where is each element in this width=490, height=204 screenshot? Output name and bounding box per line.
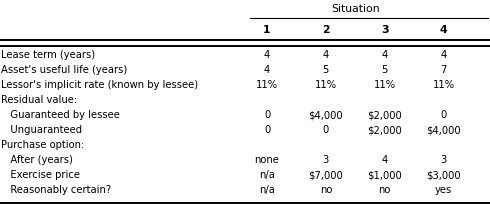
Text: 0: 0 bbox=[264, 110, 270, 120]
Text: 4: 4 bbox=[440, 25, 447, 34]
Text: 4: 4 bbox=[382, 50, 388, 60]
Text: 2: 2 bbox=[322, 25, 330, 34]
Text: $4,000: $4,000 bbox=[426, 125, 461, 134]
Text: Lease term (years): Lease term (years) bbox=[1, 50, 95, 60]
Text: Reasonably certain?: Reasonably certain? bbox=[1, 184, 111, 194]
Text: 4: 4 bbox=[264, 50, 270, 60]
Text: $3,000: $3,000 bbox=[426, 169, 461, 179]
Text: 4: 4 bbox=[382, 154, 388, 164]
Text: 11%: 11% bbox=[256, 80, 278, 90]
Text: n/a: n/a bbox=[259, 169, 275, 179]
Text: n/a: n/a bbox=[259, 184, 275, 194]
Text: After (years): After (years) bbox=[1, 154, 73, 164]
Text: $1,000: $1,000 bbox=[368, 169, 402, 179]
Text: 11%: 11% bbox=[315, 80, 337, 90]
Text: Residual value:: Residual value: bbox=[1, 95, 77, 105]
Text: 0: 0 bbox=[441, 110, 446, 120]
Text: 5: 5 bbox=[381, 65, 388, 75]
Text: $4,000: $4,000 bbox=[309, 110, 343, 120]
Text: 4: 4 bbox=[323, 50, 329, 60]
Text: Unguaranteed: Unguaranteed bbox=[1, 125, 82, 134]
Text: Purchase option:: Purchase option: bbox=[1, 140, 84, 149]
Text: yes: yes bbox=[435, 184, 452, 194]
Text: 0: 0 bbox=[264, 125, 270, 134]
Text: Lessor's implicit rate (known by lessee): Lessor's implicit rate (known by lessee) bbox=[1, 80, 198, 90]
Text: none: none bbox=[255, 154, 279, 164]
Text: no: no bbox=[319, 184, 332, 194]
Text: Guaranteed by lessee: Guaranteed by lessee bbox=[1, 110, 120, 120]
Text: no: no bbox=[378, 184, 391, 194]
Text: $7,000: $7,000 bbox=[309, 169, 343, 179]
Text: 11%: 11% bbox=[373, 80, 396, 90]
Text: 11%: 11% bbox=[432, 80, 455, 90]
Text: Asset's useful life (years): Asset's useful life (years) bbox=[1, 65, 127, 75]
Text: 3: 3 bbox=[381, 25, 389, 34]
Text: Situation: Situation bbox=[331, 4, 380, 14]
Text: 3: 3 bbox=[323, 154, 329, 164]
Text: Exercise price: Exercise price bbox=[1, 169, 80, 179]
Text: 4: 4 bbox=[441, 50, 446, 60]
Text: 1: 1 bbox=[263, 25, 271, 34]
Text: $2,000: $2,000 bbox=[368, 110, 402, 120]
Text: 5: 5 bbox=[322, 65, 329, 75]
Text: 3: 3 bbox=[441, 154, 446, 164]
Text: 0: 0 bbox=[323, 125, 329, 134]
Text: 4: 4 bbox=[264, 65, 270, 75]
Text: 7: 7 bbox=[440, 65, 447, 75]
Text: $2,000: $2,000 bbox=[368, 125, 402, 134]
